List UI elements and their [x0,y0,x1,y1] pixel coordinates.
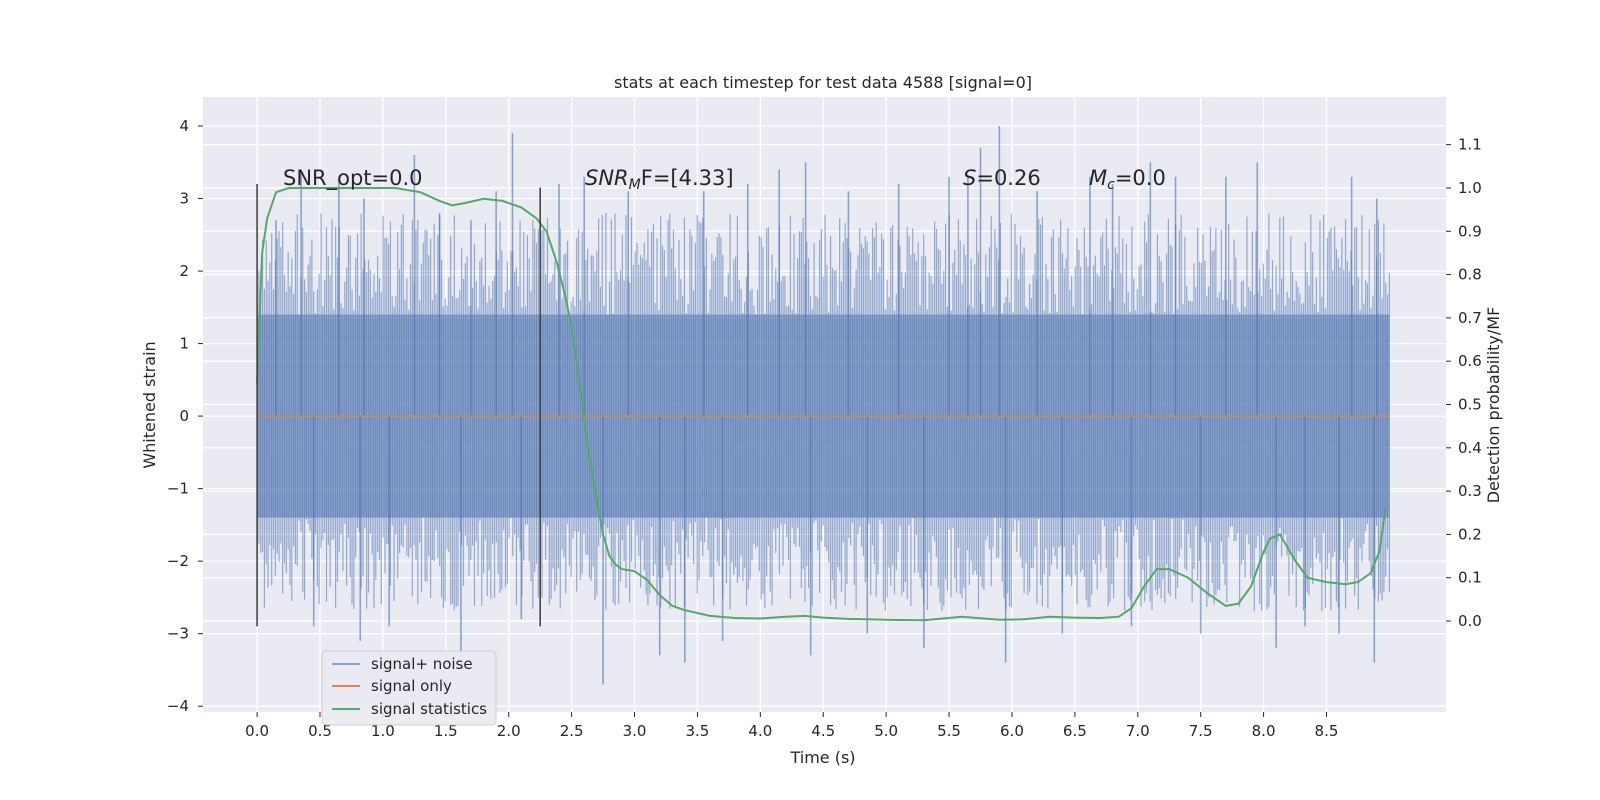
x-tick-label: 7.5 [1189,722,1213,740]
y2-tick-label: 0.0 [1458,612,1482,630]
y2-tick-label: 0.9 [1458,222,1482,240]
legend-label-signal-only: signal only [371,677,452,695]
y2-tick-label: 1.0 [1458,179,1482,197]
x-tick-label: 2.5 [560,722,584,740]
x-axis-label: Time (s) [789,748,855,767]
chart-title: stats at each timestep for test data 458… [614,73,1032,92]
legend-box [321,650,497,726]
x-tick-label: 4.5 [811,722,835,740]
x-tick-label: 3.0 [623,722,647,740]
y2-tick-label: 0.6 [1458,352,1482,370]
y-tick-label: −4 [167,697,189,715]
y2-tick-label: 0.7 [1458,309,1482,327]
vertical-markers [256,184,541,627]
series-lines [256,187,1390,622]
x-tick-label: 7.0 [1126,722,1150,740]
annotation-mc: Mc=0.0 [1089,166,1166,193]
signal-statistics-line [256,187,1387,622]
annotation-s: S=0.26 [963,166,1041,190]
x-tick-label: 2.0 [497,722,521,740]
x-tick-label: 0.0 [245,722,269,740]
x-tick-label: 8.0 [1252,722,1276,740]
y-tick-label: −3 [167,625,189,643]
y2-tick-label: 0.1 [1458,569,1482,587]
x-tick-label: 6.5 [1063,722,1087,740]
y2-axis-label: Detection probability/MF [1484,307,1503,504]
y-tick-label: −2 [167,552,189,570]
legend-label-signal-statistics: signal statistics [371,700,487,718]
y-tick-label: 1 [179,335,189,353]
x-tick-label: 1.5 [434,722,458,740]
annotation-snr-opt: SNR_opt=0.0 [283,166,423,191]
x-tick-label: 4.0 [748,722,772,740]
legend: signal+ noise signal only signal statist… [321,650,497,726]
y-tick-label: 3 [179,190,189,208]
axis-ticks: 0.0 0.5 1.0 1.5 2.0 2.5 3.0 3.5 4.0 4.5 5.0 5.5 6.0 6… [167,117,1482,740]
y2-tick-label: 1.1 [1458,136,1482,154]
y-axis-label: Whitened strain [140,341,159,468]
x-tick-label: 8.5 [1315,722,1339,740]
y2-tick-label: 0.4 [1458,439,1482,457]
y2-tick-label: 0.5 [1458,396,1482,414]
x-tick-label: 1.0 [371,722,395,740]
x-tick-label: 5.0 [874,722,898,740]
y-tick-label: −1 [167,480,189,498]
x-tick-label: 0.5 [308,722,332,740]
y2-tick-label: 0.2 [1458,525,1482,543]
y-tick-label: 4 [179,117,189,135]
x-tick-label: 3.5 [686,722,710,740]
legend-label-signal-noise: signal+ noise [371,655,473,673]
y-tick-label: 0 [179,407,189,425]
y2-tick-label: 0.8 [1458,266,1482,284]
y-tick-label: 2 [179,262,189,280]
x-tick-label: 6.0 [1000,722,1024,740]
x-tick-label: 5.5 [937,722,961,740]
annotation-snr-mf: SNRMF=[4.33] [585,166,734,193]
y2-tick-label: 0.3 [1458,482,1482,500]
